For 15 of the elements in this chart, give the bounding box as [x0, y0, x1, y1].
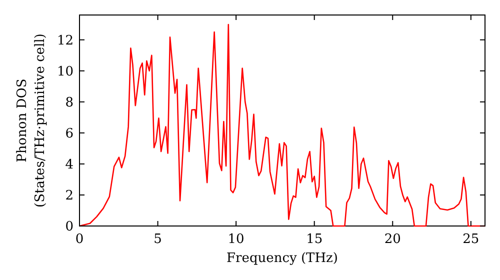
x-tick-label: 15 [306, 232, 323, 247]
y-tick-label: 4 [65, 157, 74, 172]
y-tick-label: 10 [56, 64, 74, 80]
x-tick-label: 0 [75, 232, 84, 247]
y-tick-label: 12 [56, 33, 74, 48]
y-tick-label: 8 [65, 95, 74, 110]
y-tick-label: 0 [65, 220, 74, 234]
y-axis-title: Phonon DOS (States/THz·primitive cell) [15, 33, 48, 208]
y-tick-label: 6 [65, 126, 74, 142]
x-tick-label: 10 [228, 232, 244, 247]
x-axis-title: Frequency (THz) [226, 251, 338, 266]
x-tick-label: 20 [384, 232, 401, 247]
y-tick-label: 2 [65, 188, 74, 204]
x-tick-label: 5 [154, 232, 162, 247]
x-tick-label: 25 [462, 232, 480, 247]
